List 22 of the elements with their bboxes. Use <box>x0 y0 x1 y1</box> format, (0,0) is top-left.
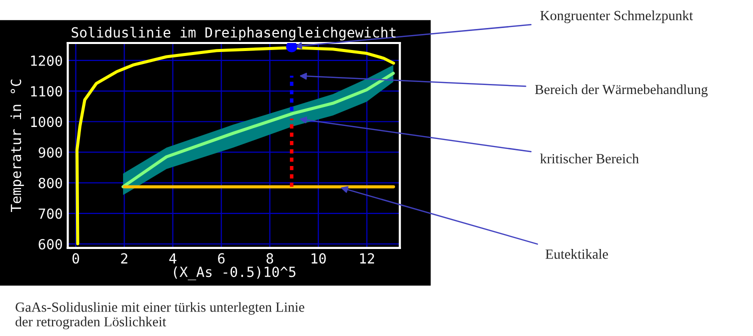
x-tick-label: 2 <box>121 253 128 264</box>
y-tick-label: 800 <box>38 178 62 188</box>
y-tick-label: 600 <box>38 238 62 250</box>
y-tick-label: 900 <box>38 147 62 158</box>
y-tick-label: 700 <box>38 208 62 219</box>
chart-title: Soliduslinie im Dreiphasengleichgewicht <box>72 26 396 40</box>
x-tick-label: 10 <box>312 253 326 264</box>
y-tick-label: 1200 <box>31 55 62 66</box>
x-tick-label: 6 <box>218 253 225 264</box>
x-tick-label: 12 <box>360 253 374 264</box>
x-axis-title: (X_As -0.5)10^5 <box>174 266 296 280</box>
y-axis-title: Temperatur in °C <box>10 80 24 212</box>
x-tick-label: 4 <box>169 253 176 264</box>
x-tick-label: 8 <box>266 253 274 264</box>
text: GaAs-Soliduslinie mit einer türkis unterlegten Linie der retrograden Löslichkeit <box>16 302 304 330</box>
y-tick-label: 1100 <box>31 86 62 97</box>
x-tick-label: 0 <box>72 253 80 264</box>
y-tick-label: 1000 <box>31 116 62 128</box>
annotation: Bereich der Wärmebehandlung <box>535 84 708 98</box>
annotation: kritischer Bereich <box>540 154 639 164</box>
annotation: Eutektikale <box>546 249 608 259</box>
annotation: Kongruenter Schmelzpunkt <box>540 10 693 24</box>
